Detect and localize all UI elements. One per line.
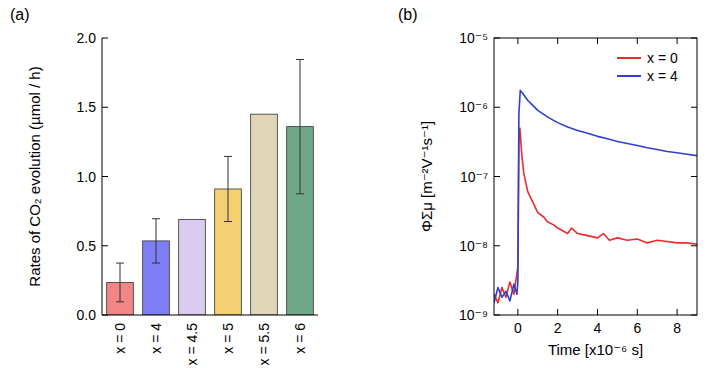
line-panel: (b) 0 2 4 6 8 10⁻⁹ 10⁻⁸ 10⁻⁷ 10⁻⁶ 10⁻⁵ Time [x10⁻⁶ … xyxy=(398,6,697,358)
y-tick xyxy=(494,38,500,39)
x-tick-label: 2 xyxy=(554,320,562,336)
y-tick-label: 10⁻⁹ xyxy=(459,307,488,323)
y-tick-label: 2.0 xyxy=(77,30,97,46)
x-tick xyxy=(517,309,518,315)
y-tick xyxy=(102,245,108,246)
y-tick xyxy=(494,107,500,108)
error-bar xyxy=(296,59,304,193)
x-tick xyxy=(677,309,678,315)
panel-label: (b) xyxy=(398,6,418,23)
category-label: x = 4 xyxy=(148,323,164,354)
legend-swatch xyxy=(617,57,641,59)
bar xyxy=(179,219,206,315)
y-tick-label: 10⁻⁸ xyxy=(459,238,488,254)
error-cap xyxy=(152,218,160,219)
y-tick-right xyxy=(691,38,697,39)
error-cap xyxy=(152,263,160,264)
error-line xyxy=(156,219,157,263)
lines xyxy=(494,90,697,302)
y-tick-label: 10⁻⁷ xyxy=(460,169,488,185)
category-label: x = 5.5 xyxy=(256,323,272,366)
x-tick-top xyxy=(637,38,638,44)
y-axis-label: ΦΣμ [m⁻²V⁻¹s⁻¹] xyxy=(418,121,435,232)
error-bar xyxy=(224,156,232,221)
y-axis xyxy=(102,38,103,315)
error-line xyxy=(120,263,121,302)
y-tick-label: 0.5 xyxy=(77,238,97,254)
error-cap xyxy=(296,193,304,194)
y-tick-label: 1.5 xyxy=(77,99,97,115)
y-tick xyxy=(494,245,500,246)
legend-label: x = 0 xyxy=(647,50,678,66)
error-line xyxy=(300,59,301,193)
category-label: x = 0 xyxy=(112,323,128,354)
legend-label: x = 4 xyxy=(647,68,678,84)
x-tick-top xyxy=(517,38,518,44)
x-tick xyxy=(597,309,598,315)
x-tick-label: 4 xyxy=(594,320,602,336)
x-tick xyxy=(557,309,558,315)
error-cap xyxy=(296,59,304,60)
y-tick-right xyxy=(691,176,697,177)
category-label: x = 5 xyxy=(220,323,236,354)
x-tick-top xyxy=(557,38,558,44)
error-cap xyxy=(116,263,124,264)
error-line xyxy=(228,156,229,221)
legend-swatch xyxy=(617,75,641,77)
x-axis-label: Time [x10⁻⁶ s] xyxy=(548,341,643,358)
error-bar xyxy=(152,219,160,263)
x-tick-label: 0 xyxy=(514,320,522,336)
y-axis-label: Rates of CO₂ evolution (µmol / h) xyxy=(26,66,43,286)
series-line xyxy=(494,90,697,302)
y-tick-label: 1.0 xyxy=(77,169,97,185)
x-tick-label: 8 xyxy=(673,320,681,336)
y-tick-label: 10⁻⁶ xyxy=(459,99,488,115)
bar-panel: (a) 0.0 0.5 1.0 1.5 2.0 x = 0 x = 4 x = 4.5 x = 5… xyxy=(10,6,318,365)
x-tick xyxy=(637,309,638,315)
y-tick xyxy=(102,107,108,108)
bar xyxy=(251,114,278,315)
legend: x = 0 x = 4 xyxy=(617,50,678,84)
y-tick xyxy=(494,176,500,177)
error-cap xyxy=(224,221,232,222)
error-bar xyxy=(116,263,124,302)
y-tick-right xyxy=(691,107,697,108)
y-tick xyxy=(494,315,500,316)
y-tick-right xyxy=(691,245,697,246)
category-label: x = 4.5 xyxy=(184,323,200,366)
x-tick-top xyxy=(597,38,598,44)
error-cap xyxy=(224,156,232,157)
y-tick-right xyxy=(691,315,697,316)
figure: (a) 0.0 0.5 1.0 1.5 2.0 x = 0 x = 4 x = 4.5 x = 5… xyxy=(0,0,710,368)
y-tick-label: 0.0 xyxy=(77,307,97,323)
panel-label: (a) xyxy=(10,6,30,23)
category-label: x = 6 xyxy=(292,323,308,354)
x-tick-top xyxy=(677,38,678,44)
y-tick xyxy=(102,38,108,39)
plot-frame xyxy=(494,38,697,315)
y-tick xyxy=(102,176,108,177)
series-line xyxy=(494,128,697,303)
y-tick-label: 10⁻⁵ xyxy=(459,30,488,46)
x-axis xyxy=(102,315,318,316)
x-tick-label: 6 xyxy=(633,320,641,336)
error-cap xyxy=(116,301,124,302)
bars xyxy=(107,59,314,315)
